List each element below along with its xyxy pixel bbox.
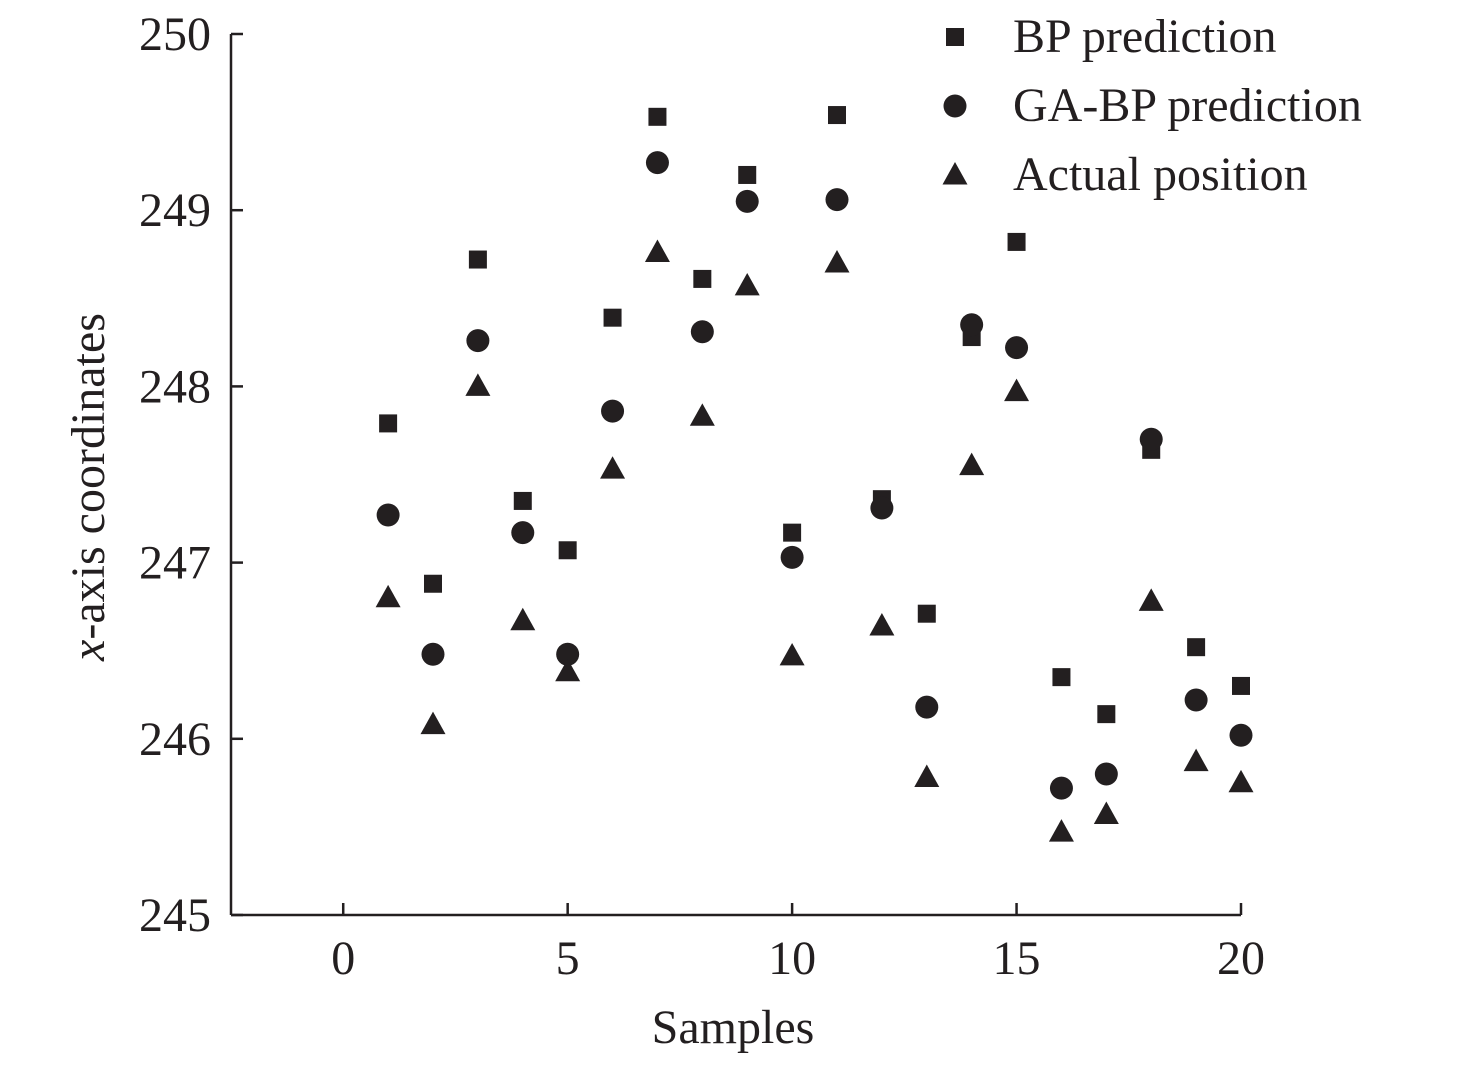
x-tick-label: 20 bbox=[1217, 932, 1265, 985]
point-triangle bbox=[1138, 588, 1164, 611]
legend-marker-circle bbox=[943, 94, 967, 118]
point-circle bbox=[1139, 427, 1163, 451]
point-triangle bbox=[600, 456, 626, 479]
point-triangle bbox=[1183, 748, 1209, 772]
point-circle bbox=[1229, 723, 1253, 747]
axes bbox=[229, 34, 1241, 917]
point-circle bbox=[735, 189, 759, 213]
point-square bbox=[424, 574, 442, 593]
legend-marker-triangle bbox=[942, 161, 968, 185]
point-circle bbox=[870, 496, 894, 520]
y-tick-label: 250 bbox=[139, 8, 211, 61]
point-circle bbox=[960, 313, 984, 337]
point-circle bbox=[1005, 336, 1029, 360]
point-square bbox=[1052, 668, 1071, 687]
point-triangle bbox=[555, 658, 581, 682]
point-square bbox=[1232, 676, 1250, 695]
legend-item: BP prediction bbox=[946, 10, 1277, 63]
point-triangle bbox=[824, 250, 850, 273]
series-triangle bbox=[375, 239, 1254, 842]
point-triangle bbox=[375, 584, 401, 608]
point-square bbox=[379, 414, 398, 433]
point-square bbox=[917, 604, 936, 623]
x-tick-label: 5 bbox=[556, 932, 580, 985]
point-circle bbox=[1049, 776, 1073, 800]
point-triangle bbox=[465, 373, 491, 396]
point-triangle bbox=[1093, 801, 1119, 825]
y-tick-label: 248 bbox=[139, 360, 211, 413]
point-circle bbox=[825, 188, 849, 212]
y-axis-label-rest: -axis coordinates bbox=[62, 313, 115, 640]
point-triangle bbox=[1004, 378, 1030, 402]
legend-label: GA-BP prediction bbox=[1013, 79, 1362, 132]
point-triangle bbox=[779, 642, 805, 666]
point-square bbox=[603, 308, 622, 327]
x-tick-label: 0 bbox=[331, 932, 355, 985]
y-tick-label: 247 bbox=[139, 537, 211, 590]
y-axis-label: x-axis coordinates bbox=[62, 313, 115, 662]
point-triangle bbox=[959, 452, 985, 476]
point-square bbox=[783, 523, 802, 542]
point-square bbox=[648, 107, 667, 126]
point-circle bbox=[780, 545, 804, 569]
point-circle bbox=[376, 503, 400, 527]
point-triangle bbox=[1048, 819, 1074, 842]
point-triangle bbox=[644, 239, 670, 262]
point-circle bbox=[645, 151, 669, 175]
point-circle bbox=[511, 521, 535, 545]
point-square bbox=[558, 541, 577, 560]
y-tick-label: 246 bbox=[139, 713, 211, 766]
ticks: 0 5 10 15 20 245 246 247 248 249 250 bbox=[139, 8, 1265, 985]
point-circle bbox=[1094, 762, 1118, 786]
x-tick-label: 10 bbox=[768, 932, 816, 985]
point-triangle bbox=[1228, 769, 1254, 793]
x-tick-label: 15 bbox=[993, 932, 1041, 985]
point-square bbox=[513, 491, 532, 510]
point-circle bbox=[1184, 688, 1208, 712]
y-tick-label: 249 bbox=[139, 184, 211, 237]
point-square bbox=[468, 250, 487, 269]
point-triangle bbox=[420, 711, 446, 735]
legend-label: Actual position bbox=[1013, 148, 1308, 201]
point-circle bbox=[690, 320, 714, 344]
point-square bbox=[738, 165, 757, 184]
point-square bbox=[1097, 705, 1116, 724]
point-circle bbox=[466, 329, 490, 353]
legend-label: BP prediction bbox=[1013, 10, 1277, 63]
x-axis-label: Samples bbox=[652, 1001, 815, 1054]
legend-item: Actual position bbox=[942, 148, 1308, 201]
point-triangle bbox=[869, 613, 895, 636]
point-circle bbox=[601, 399, 625, 423]
point-square bbox=[1007, 232, 1026, 251]
data-marks bbox=[375, 106, 1254, 842]
point-circle bbox=[915, 695, 939, 719]
point-triangle bbox=[689, 403, 715, 426]
legend-marker-square bbox=[946, 28, 964, 46]
series-circle bbox=[376, 151, 1253, 800]
point-circle bbox=[556, 642, 580, 666]
y-tick-label: 245 bbox=[139, 889, 211, 942]
point-square bbox=[1187, 638, 1206, 657]
point-square bbox=[693, 269, 712, 288]
point-triangle bbox=[510, 607, 536, 631]
point-square bbox=[828, 106, 846, 125]
legend: BP prediction GA-BP prediction Actual posi… bbox=[942, 10, 1362, 201]
legend-item: GA-BP prediction bbox=[943, 79, 1362, 132]
point-circle bbox=[421, 642, 445, 666]
y-axis-label-italic: x bbox=[62, 640, 115, 662]
point-triangle bbox=[734, 272, 760, 296]
point-triangle bbox=[914, 764, 940, 788]
